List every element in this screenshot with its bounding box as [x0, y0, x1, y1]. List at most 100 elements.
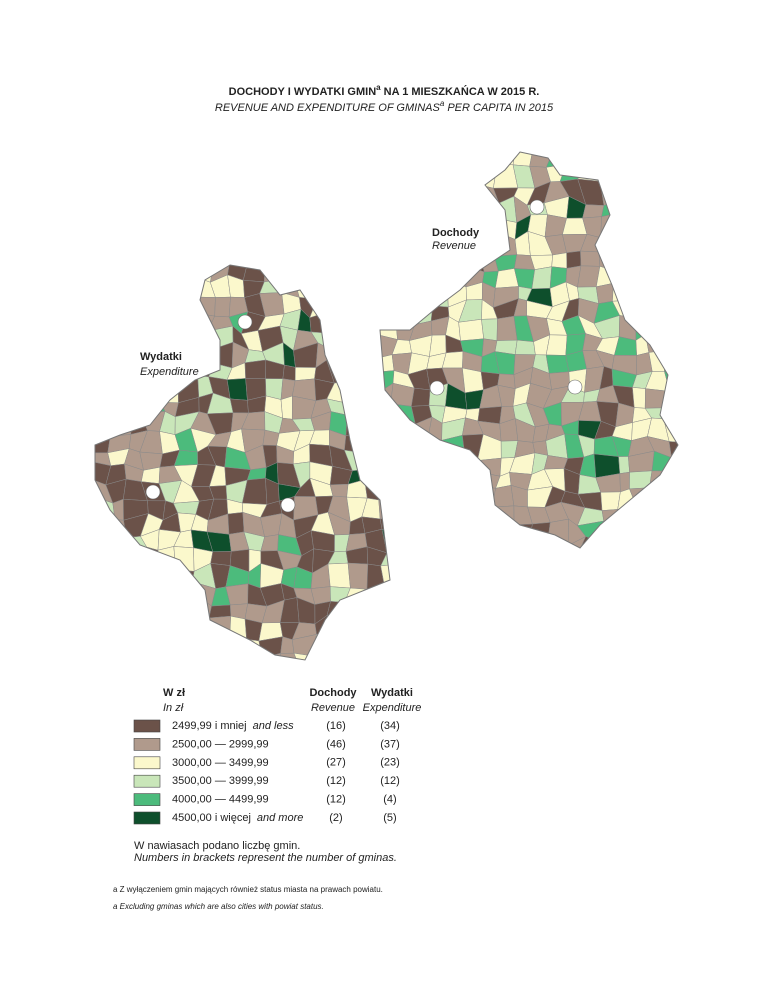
gmina — [130, 397, 142, 418]
gmina — [448, 152, 466, 166]
gmina — [110, 265, 123, 280]
gmina — [389, 485, 417, 509]
gmina — [684, 437, 705, 460]
gmina — [442, 264, 467, 288]
gmina — [89, 670, 115, 687]
gmina — [466, 553, 485, 577]
gmina — [380, 563, 390, 586]
gmina — [142, 637, 165, 655]
gmina — [157, 665, 182, 689]
gmina — [125, 651, 145, 660]
gmina — [408, 202, 435, 224]
gmina — [389, 182, 410, 206]
gmina — [345, 292, 370, 318]
gmina — [380, 164, 392, 189]
gmina — [496, 315, 518, 341]
gmina — [425, 266, 448, 283]
gmina — [380, 421, 396, 440]
city — [145, 484, 161, 500]
gmina — [395, 514, 417, 536]
gmina — [645, 331, 667, 353]
gmina — [385, 281, 390, 300]
gmina — [368, 648, 383, 660]
column-header-en: Revenue — [311, 702, 355, 714]
gmina — [680, 166, 699, 189]
gmina — [614, 232, 635, 255]
gmina — [431, 509, 451, 528]
gmina — [425, 162, 452, 182]
gmina — [444, 507, 464, 527]
gmina — [142, 276, 165, 301]
gmina — [95, 341, 112, 365]
legend-label: 4000,00 — 4499,99 — [172, 794, 269, 806]
gmina — [97, 581, 113, 605]
gmina — [663, 488, 678, 504]
gmina — [531, 266, 553, 290]
gmina — [104, 648, 129, 660]
gmina — [329, 484, 349, 498]
gmina — [663, 469, 678, 492]
gmina — [680, 368, 704, 387]
gmina — [363, 431, 388, 455]
gmina — [345, 265, 371, 280]
gmina — [664, 367, 678, 392]
gmina — [407, 163, 429, 184]
gmina — [391, 282, 417, 304]
gmina — [142, 325, 167, 353]
expenditure-count: (23) — [380, 757, 400, 769]
gmina — [377, 445, 390, 470]
expenditure-count: (34) — [380, 720, 400, 732]
gmina — [664, 349, 678, 372]
gmina — [377, 461, 390, 485]
gmina — [686, 202, 700, 221]
gmina — [130, 602, 150, 622]
gmina — [389, 505, 417, 530]
gmina — [359, 379, 386, 401]
gmina — [613, 270, 635, 288]
gmina — [359, 445, 383, 471]
class-label: 4500,00 i więcej — [172, 812, 251, 824]
gmina — [294, 367, 317, 381]
gmina — [652, 264, 672, 284]
gmina — [664, 251, 678, 274]
gmina — [679, 523, 704, 537]
gmina — [663, 152, 678, 166]
expenditure-count: (5) — [383, 812, 396, 824]
gmina — [424, 535, 451, 548]
gmina — [687, 400, 706, 422]
title: DOCHODY I WYDATKI GMINa NA 1 MIESZKAŃCA … — [229, 83, 540, 98]
gmina — [175, 277, 199, 298]
revenue-count: (27) — [326, 757, 346, 769]
gmina — [392, 421, 416, 443]
gmina — [413, 508, 434, 529]
gmina — [474, 506, 498, 525]
gmina — [140, 582, 163, 604]
gmina — [160, 308, 179, 335]
gmina — [316, 277, 331, 300]
city — [429, 380, 445, 396]
gmina — [424, 470, 449, 493]
revenue-count: (46) — [326, 738, 346, 750]
gmina — [208, 604, 232, 619]
gmina — [681, 350, 705, 373]
gmina — [631, 152, 655, 170]
gmina — [125, 546, 148, 570]
gmina — [176, 632, 196, 655]
gmina — [382, 265, 390, 284]
gmina — [617, 152, 634, 170]
gmina — [142, 292, 165, 313]
expenditure-count: (4) — [383, 794, 396, 806]
gmina — [649, 470, 667, 490]
gmina — [173, 500, 200, 515]
gmina — [326, 348, 350, 363]
class-label: 2500,00 — 2999,99 — [172, 738, 269, 750]
revenue-count: (2) — [329, 812, 342, 824]
gmina — [648, 539, 671, 548]
gmina — [392, 251, 415, 274]
gmina — [511, 540, 530, 548]
gmina — [683, 470, 703, 493]
gmina — [377, 652, 390, 660]
expenditure-count: (37) — [380, 738, 400, 750]
gmina — [632, 165, 655, 182]
